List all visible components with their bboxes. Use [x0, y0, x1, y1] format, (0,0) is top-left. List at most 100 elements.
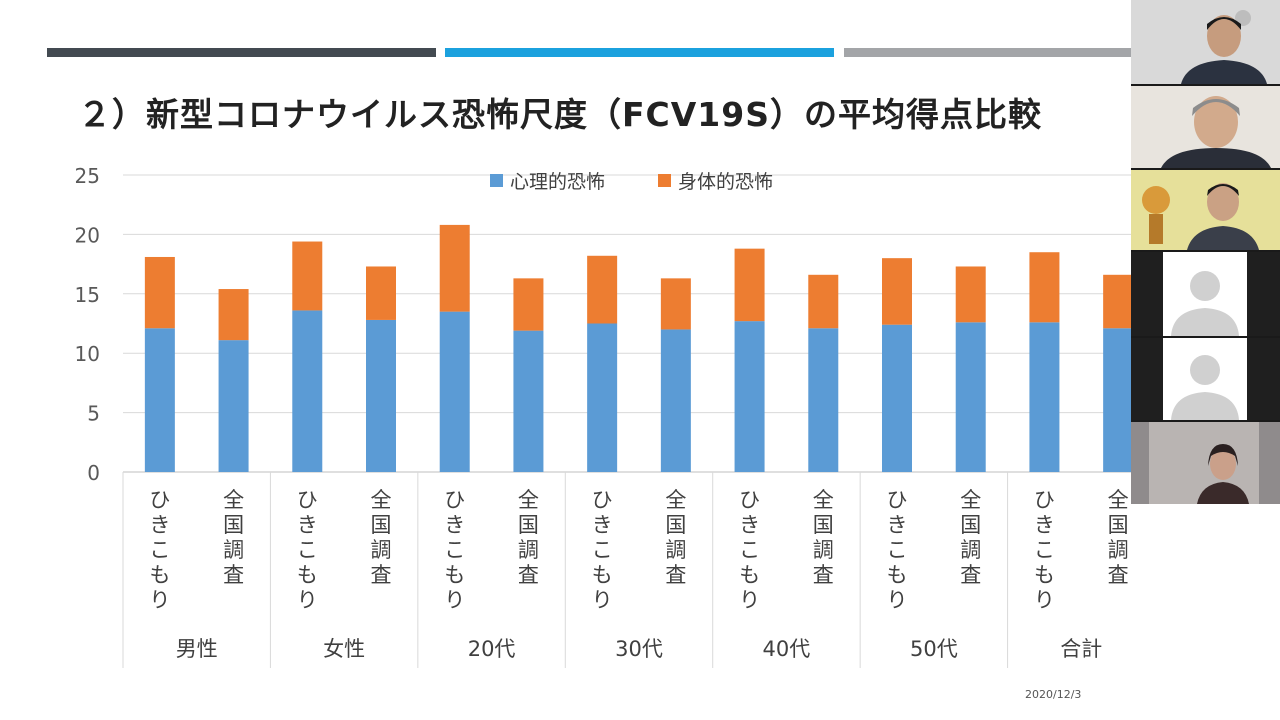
x-category-label-char: 査 [665, 563, 686, 587]
y-tick-label: 25 [75, 164, 100, 188]
x-category-label-char: も [739, 563, 760, 587]
x-category-label-char: き [444, 513, 465, 537]
bar-psychological-12 [1029, 322, 1060, 472]
x-category-label-char: き [1034, 513, 1055, 537]
legend-swatch-1 [658, 174, 671, 187]
participant-1-avatar [1131, 0, 1280, 84]
x-category-label-char: 国 [813, 513, 834, 537]
x-category-label-char: き [297, 513, 318, 537]
bar-physical-10 [882, 258, 912, 325]
slide-title: ２）新型コロナウイルス恐怖尺度（FCV19S）の平均得点比較 [78, 95, 1042, 134]
mascot-body-shape [1149, 214, 1163, 244]
bar-psychological-6 [587, 323, 618, 472]
x-category-label-char: こ [739, 538, 760, 562]
bar-physical-5 [513, 278, 544, 331]
mascot-character-icon [1142, 186, 1170, 214]
y-tick-label: 5 [87, 402, 100, 426]
jacket-shape [1161, 148, 1271, 168]
face-shape [1207, 15, 1241, 57]
hair-shape [1208, 444, 1238, 466]
x-category-label-char: 全 [813, 488, 834, 512]
bar-psychological-7 [660, 329, 691, 472]
x-category-label-char: 国 [960, 513, 981, 537]
x-category-label-char: 国 [371, 513, 392, 537]
x-category-label-char: 調 [1108, 538, 1129, 562]
x-category-label-char: ひ [297, 488, 318, 512]
x-category-label-char: 査 [1108, 563, 1129, 587]
participant-6-video-tile[interactable] [1131, 422, 1280, 504]
x-category-label-char: ひ [149, 488, 170, 512]
x-category-label-char: ひ [739, 488, 760, 512]
bar-physical-13 [1103, 274, 1131, 329]
slide-date: 2020/12/3 [1025, 688, 1082, 701]
bar-psychological-5 [513, 330, 544, 472]
hair-shape [1192, 99, 1240, 116]
participant-3-video-tile[interactable] [1131, 170, 1280, 250]
default-avatar-body [1171, 392, 1239, 420]
x-category-label-char: り [592, 588, 613, 612]
x-category-label-char: 全 [518, 488, 539, 512]
x-category-label-char: 国 [223, 513, 244, 537]
bar-physical-3 [366, 266, 396, 320]
x-category-label-char: も [592, 563, 613, 587]
bar-psychological-0 [144, 328, 175, 472]
participant-2-video-tile[interactable] [1131, 86, 1280, 168]
bar-physical-6 [587, 255, 618, 324]
clothing-shape [1197, 482, 1249, 504]
x-category-label-char: 国 [518, 513, 539, 537]
x-category-label-char: り [1034, 588, 1055, 612]
x-category-label-char: り [739, 588, 760, 612]
bar-psychological-13 [1103, 328, 1131, 472]
x-category-label-char: こ [149, 538, 170, 562]
shirt-shape [1187, 226, 1259, 250]
participant-5-video-tile[interactable] [1131, 338, 1280, 420]
header-strip-gray [844, 48, 1131, 57]
x-category-label-char: 全 [223, 488, 244, 512]
participant-2-avatar [1131, 86, 1280, 168]
x-category-label-char: り [444, 588, 465, 612]
x-category-label-char: も [297, 563, 318, 587]
x-group-label: 女性 [323, 637, 365, 661]
default-avatar-body [1171, 308, 1239, 336]
bar-physical-4 [439, 224, 470, 312]
y-tick-label: 20 [75, 223, 100, 247]
x-category-label-char: き [739, 513, 760, 537]
x-group-label: 20代 [468, 637, 516, 661]
x-category-label-char: 調 [665, 538, 686, 562]
x-category-label-char: ひ [444, 488, 465, 512]
suit-shape [1181, 60, 1267, 84]
participant-6-avatar [1131, 422, 1280, 504]
x-category-label-char: 調 [223, 538, 244, 562]
x-group-label: 合計 [1060, 637, 1102, 661]
bar-physical-0 [144, 256, 175, 329]
bar-physical-7 [660, 278, 691, 330]
wall-clock-icon [1235, 10, 1251, 26]
x-group-label: 30代 [615, 637, 663, 661]
x-category-label-char: り [887, 588, 908, 612]
y-tick-label: 10 [75, 342, 100, 366]
participant-3-avatar [1131, 170, 1280, 250]
face-shape [1207, 183, 1239, 221]
x-category-label-char: 査 [813, 563, 834, 587]
x-category-label-char: き [592, 513, 613, 537]
bar-physical-1 [218, 289, 249, 341]
x-group-label: 40代 [763, 637, 811, 661]
bar-psychological-11 [955, 322, 986, 472]
x-category-label-char: 全 [960, 488, 981, 512]
bar-psychological-9 [808, 328, 839, 472]
legend-label: 身体的恐怖 [678, 171, 773, 193]
y-tick-label: 0 [87, 461, 100, 485]
participant-4-video-tile[interactable] [1131, 252, 1280, 336]
x-category-label-char: も [444, 563, 465, 587]
participant-1-video-tile[interactable] [1131, 0, 1280, 84]
x-category-label-char: 調 [371, 538, 392, 562]
x-category-label-char: り [149, 588, 170, 612]
bar-psychological-3 [366, 319, 396, 472]
x-category-label-char: ひ [592, 488, 613, 512]
bar-psychological-8 [734, 321, 765, 472]
x-category-label-char: 査 [223, 563, 244, 587]
x-category-label-char: り [297, 588, 318, 612]
header-strip-blue [445, 48, 834, 57]
participant-5-avatar [1131, 338, 1280, 420]
y-tick-label: 15 [75, 283, 100, 307]
